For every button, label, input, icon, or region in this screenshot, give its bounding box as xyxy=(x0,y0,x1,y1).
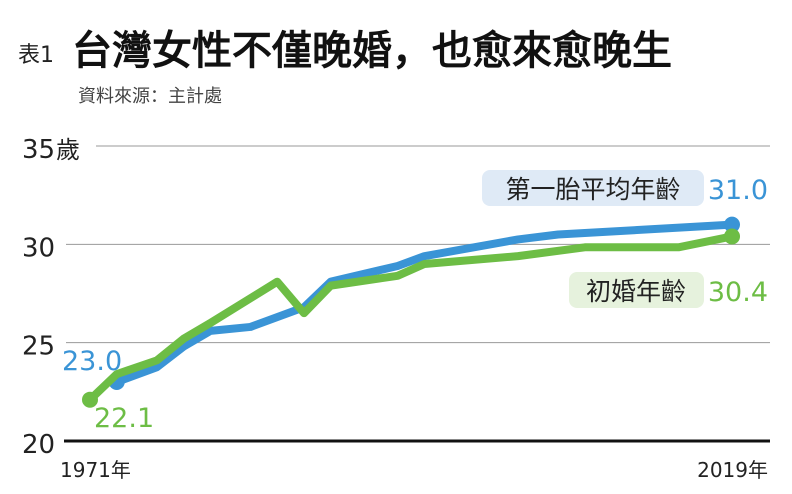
legend-label-first-marriage: 初婚年齡 xyxy=(586,277,686,306)
series-end-point xyxy=(724,216,740,233)
legend-box-first-marriage xyxy=(569,272,704,308)
series-end-point xyxy=(724,228,740,245)
x-tick-label: 1971年 xyxy=(60,458,131,482)
series-start-point xyxy=(82,391,98,408)
start-value-label: 23.0 xyxy=(62,346,122,377)
series-line-1 xyxy=(87,232,733,403)
y-unit-label: 歲 xyxy=(56,136,80,164)
y-tick-label: 30 xyxy=(22,233,55,263)
y-tick-label: 20 xyxy=(22,430,55,460)
legend-box-first-birth xyxy=(482,170,704,206)
chart-title: 台灣女性不僅晚婚，也愈來愈晚生 xyxy=(72,28,672,74)
chart-source: 資料來源：主計處 xyxy=(78,86,222,107)
x-tick-label: 2019年 xyxy=(697,458,768,482)
y-tick-label: 35 xyxy=(22,135,55,165)
y-tick-label: 25 xyxy=(22,332,55,362)
start-value-label: 22.1 xyxy=(94,403,154,434)
table-label: 表1 xyxy=(18,43,54,68)
end-value-label: 30.4 xyxy=(708,277,768,308)
end-value-label: 31.0 xyxy=(708,175,768,206)
legend-label-first-birth: 第一胎平均年齡 xyxy=(505,175,680,204)
